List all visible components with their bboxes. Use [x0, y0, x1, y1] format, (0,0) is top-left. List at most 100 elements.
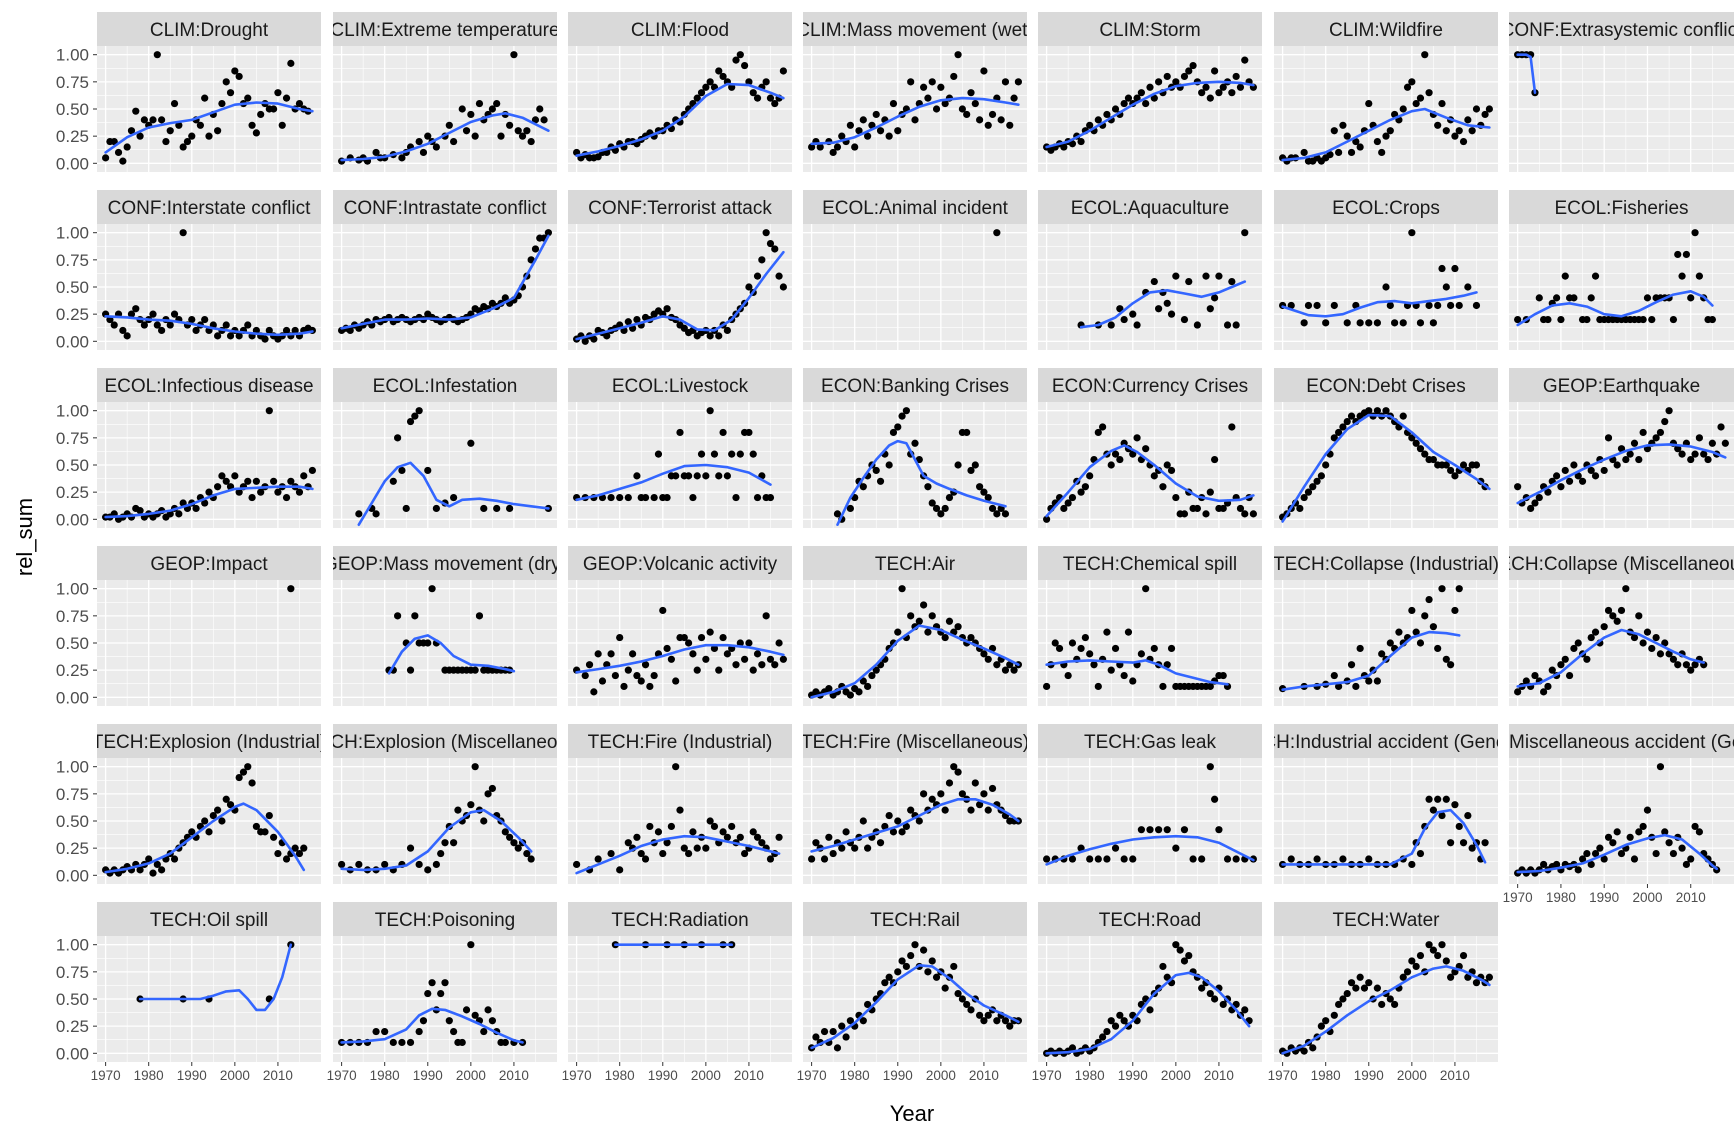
facet-strip	[568, 546, 792, 580]
data-point	[1064, 671, 1072, 680]
data-point	[1587, 860, 1595, 869]
data-point	[1330, 127, 1338, 135]
data-point	[907, 951, 915, 960]
data-point	[876, 839, 885, 847]
data-point	[291, 844, 299, 852]
data-point	[1626, 833, 1634, 841]
data-point	[248, 493, 256, 502]
data-point	[963, 1000, 971, 1009]
data-point	[907, 806, 915, 814]
data-point	[1206, 305, 1214, 313]
data-point	[1691, 450, 1699, 458]
facet-panel: CONF:Interstate conflict 0.00 0.25 0.50 0.75…	[56, 190, 321, 351]
facet-strip-label: TECH:Air	[875, 554, 956, 575]
data-point	[1416, 951, 1425, 960]
y-tick-label: 0.75	[56, 429, 89, 448]
data-point	[1617, 606, 1626, 615]
data-point	[967, 806, 975, 814]
x-tick-label: 1970	[1268, 1068, 1298, 1083]
data-point	[406, 1038, 415, 1047]
data-point	[1678, 272, 1686, 280]
data-point	[1565, 671, 1574, 680]
data-point	[282, 94, 291, 102]
data-point	[1438, 99, 1446, 108]
data-point	[1077, 137, 1085, 146]
data-point	[1527, 504, 1535, 513]
data-point	[205, 488, 213, 496]
data-point	[771, 99, 779, 108]
data-point	[1215, 826, 1223, 834]
data-point	[432, 504, 440, 513]
data-point	[1438, 941, 1446, 949]
data-point	[1150, 277, 1158, 286]
data-point	[458, 105, 466, 113]
data-point	[1587, 633, 1595, 642]
data-point	[1561, 272, 1569, 280]
smooth-line	[810, 798, 1020, 853]
data-point	[1339, 855, 1347, 863]
data-point	[166, 127, 174, 135]
facet-strip	[1509, 12, 1734, 46]
data-point	[1596, 844, 1604, 852]
data-point	[1146, 826, 1154, 834]
data-point	[136, 507, 144, 515]
data-point	[723, 833, 731, 841]
data-point	[119, 326, 127, 335]
data-point	[1570, 461, 1578, 469]
data-point	[1613, 461, 1621, 469]
data-point	[762, 78, 770, 86]
data-point	[205, 828, 213, 836]
data-point	[1661, 639, 1669, 647]
data-point	[1535, 294, 1543, 302]
data-point	[102, 154, 110, 162]
data-point	[885, 461, 893, 469]
data-point	[1241, 229, 1249, 237]
data-point	[428, 585, 436, 593]
data-point	[1330, 434, 1338, 442]
data-point	[437, 989, 445, 998]
facet-strip-label: ECOL:Animal incident	[822, 198, 1009, 219]
data-point	[1111, 844, 1120, 852]
data-point	[1309, 483, 1317, 491]
data-point	[1219, 1000, 1227, 1009]
data-point	[1552, 294, 1561, 302]
data-point	[950, 962, 958, 971]
x-tick-label: 2000	[1161, 1068, 1191, 1083]
data-point	[1382, 283, 1390, 291]
data-point	[1172, 844, 1180, 852]
data-point	[702, 472, 710, 480]
facet-panel: CONF:Intrastate conflict	[333, 190, 557, 350]
facet-strip-label: TECH:Fire (Miscellaneous)	[801, 732, 1029, 753]
data-point	[415, 137, 423, 146]
data-point	[1167, 644, 1176, 653]
data-point	[1382, 407, 1390, 415]
data-point	[1185, 277, 1193, 286]
data-point	[958, 995, 966, 1003]
data-point	[1339, 121, 1347, 129]
data-point	[1300, 1047, 1308, 1055]
data-point	[300, 472, 308, 480]
data-point	[941, 99, 949, 108]
data-point	[1652, 849, 1660, 858]
data-point	[842, 1033, 850, 1041]
data-point	[398, 1038, 406, 1047]
data-point	[693, 94, 701, 102]
data-point	[1604, 833, 1613, 841]
y-tick-label: 0.25	[56, 1017, 89, 1036]
data-point	[1391, 1000, 1399, 1009]
data-point	[620, 682, 628, 691]
data-point	[1352, 137, 1360, 146]
data-point	[1163, 461, 1171, 469]
data-point	[1591, 849, 1600, 858]
data-point	[170, 99, 179, 108]
data-point	[1674, 661, 1682, 669]
data-point	[984, 121, 992, 129]
data-point	[1544, 682, 1552, 691]
x-tick-label: 1990	[413, 1068, 443, 1083]
data-point	[1421, 612, 1429, 620]
data-point	[1574, 472, 1582, 480]
data-point	[1548, 666, 1556, 674]
data-point	[1540, 688, 1548, 696]
data-point	[1481, 839, 1489, 847]
smooth-line	[1281, 630, 1461, 691]
